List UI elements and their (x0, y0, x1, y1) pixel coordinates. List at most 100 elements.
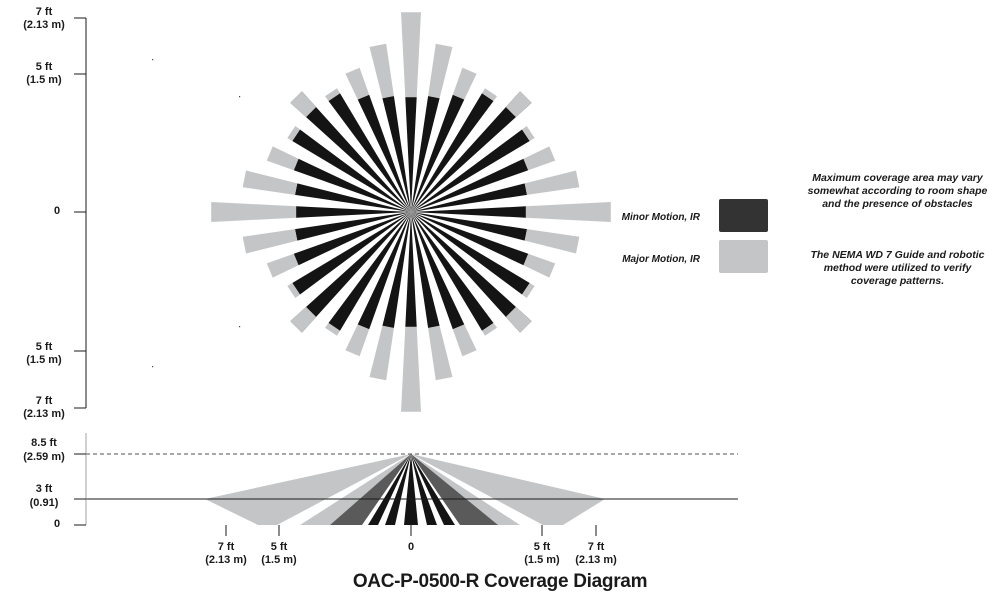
minor-motion-ray (328, 93, 411, 212)
minor-motion-ray (293, 212, 411, 266)
minor-motion-ray (295, 212, 411, 241)
side-y-tick-0: 0 (54, 518, 60, 530)
side-minor-motion-wedge (330, 454, 411, 525)
minor-motion-ray (405, 97, 417, 212)
top-view-coverage-pattern (211, 12, 611, 412)
major-motion-ray (242, 170, 298, 195)
major-motion-ray (524, 229, 580, 254)
major-motion-ray (242, 229, 298, 254)
minor-motion-ray (411, 93, 494, 212)
side-view-coverage-pattern (205, 454, 605, 525)
major-motion-ray (452, 324, 477, 357)
minor-motion-ray (411, 94, 465, 212)
minor-motion-ray (411, 206, 526, 218)
side-x-tick-7ft-right-metric: (2.13 m) (575, 554, 617, 566)
side-y-tick-3ft: 3 ft (36, 483, 53, 495)
major-motion-ray (287, 126, 300, 141)
major-motion-ray (266, 253, 299, 278)
major-motion-ray (524, 170, 580, 195)
legend-label-major: Major Motion, IR (622, 254, 701, 265)
minor-motion-ray (290, 212, 411, 333)
minor-motion-ray (405, 212, 417, 327)
side-x-tick-5ft-left-metric: (1.5 m) (261, 554, 297, 566)
side-minor-motion-wedge (411, 454, 498, 525)
minor-motion-ray (357, 94, 411, 212)
side-x-tick-5ft-left: 5 ft (271, 541, 288, 553)
major-motion-ray (522, 126, 535, 141)
side-x-tick-7ft-left: 7 ft (218, 541, 235, 553)
side-major-motion-wedge (411, 454, 520, 525)
side-major-motion-wedge (300, 454, 411, 525)
top-y-tick-5ft-upper-metric: (1.5 m) (26, 74, 62, 86)
side-major-motion-wedge (205, 454, 411, 525)
major-motion-ray (401, 12, 421, 98)
side-minor-motion-wedge (385, 454, 411, 525)
side-x-tick-5ft-right: 5 ft (534, 541, 551, 553)
minor-motion-ray (290, 91, 411, 212)
coverage-note: Maximum coverage area may vary somewhat … (807, 172, 988, 210)
major-motion-ray (505, 91, 532, 118)
minor-motion-ray (411, 212, 530, 295)
major-motion-ray (482, 88, 497, 101)
legend-swatch-major (719, 240, 768, 273)
top-y-tick-7ft-upper-metric: (2.13 m) (23, 19, 65, 31)
top-view-y-axis: 7 ft (2.13 m) 5 ft (1.5 m) 0 5 ft (1.5 m… (23, 6, 87, 420)
major-motion-ray (525, 202, 611, 222)
major-motion-ray (523, 253, 556, 278)
top-y-tick-7ft-upper: 7 ft (36, 6, 53, 18)
legend-label-minor: Minor Motion, IR (622, 212, 701, 223)
major-motion-ray (428, 325, 453, 381)
side-view: 8.5 ft (2.59 m) 3 ft (0.91) 0 7 ft (2.13… (23, 433, 738, 566)
minor-motion-ray (296, 206, 411, 218)
side-x-tick-7ft-right: 7 ft (588, 541, 605, 553)
top-y-tick-7ft-lower: 7 ft (36, 395, 53, 407)
major-motion-ray (345, 324, 370, 357)
diagram-caption: OAC-P-0500-R Coverage Diagram (352, 571, 648, 592)
side-y-tick-3ft-metric: (0.91) (30, 497, 59, 509)
major-motion-ray (325, 323, 340, 336)
side-minor-motion-wedge (411, 454, 437, 525)
major-motion-ray (369, 43, 394, 99)
major-motion-ray (401, 326, 421, 412)
side-x-tick-0: 0 (408, 541, 414, 553)
minor-motion-ray (292, 212, 411, 295)
minor-motion-ray (411, 183, 527, 212)
minor-motion-ray (293, 158, 411, 212)
side-minor-motion-wedge (368, 454, 411, 525)
minor-motion-ray (411, 212, 465, 330)
minor-motion-ray (382, 212, 411, 328)
minor-motion-ray (357, 212, 411, 330)
major-motion-ray (211, 202, 297, 222)
minor-motion-ray (411, 91, 532, 212)
major-motion-ray (505, 306, 532, 333)
major-motion-ray (522, 283, 535, 298)
minor-motion-ray (411, 96, 440, 212)
verification-note: The NEMA WD 7 Guide and robotic method w… (810, 249, 985, 287)
major-motion-ray (287, 283, 300, 298)
top-y-tick-5ft-upper: 5 ft (36, 61, 53, 73)
major-motion-ray (290, 91, 317, 118)
major-motion-ray (290, 306, 317, 333)
side-x-tick-5ft-right-metric: (1.5 m) (524, 554, 560, 566)
minor-motion-ray (382, 96, 411, 212)
print-marks (152, 59, 241, 368)
side-major-motion-wedge (411, 454, 605, 525)
major-motion-ray (482, 323, 497, 336)
major-motion-ray (452, 67, 477, 100)
minor-motion-ray (411, 212, 529, 266)
top-y-tick-0: 0 (54, 205, 60, 217)
side-x-tick-7ft-left-metric: (2.13 m) (205, 554, 247, 566)
minor-motion-ray (328, 212, 411, 331)
side-minor-motion-wedge (411, 454, 455, 525)
major-motion-ray (369, 325, 394, 381)
side-y-tick-8-5ft: 8.5 ft (31, 437, 57, 449)
minor-motion-ray (411, 212, 494, 331)
top-y-tick-5ft-lower: 5 ft (36, 341, 53, 353)
minor-motion-ray (411, 212, 527, 241)
major-motion-ray (325, 88, 340, 101)
minor-motion-ray (295, 183, 411, 212)
minor-motion-ray (411, 212, 532, 333)
major-motion-ray (345, 67, 370, 100)
legend-swatch-minor (719, 199, 768, 232)
